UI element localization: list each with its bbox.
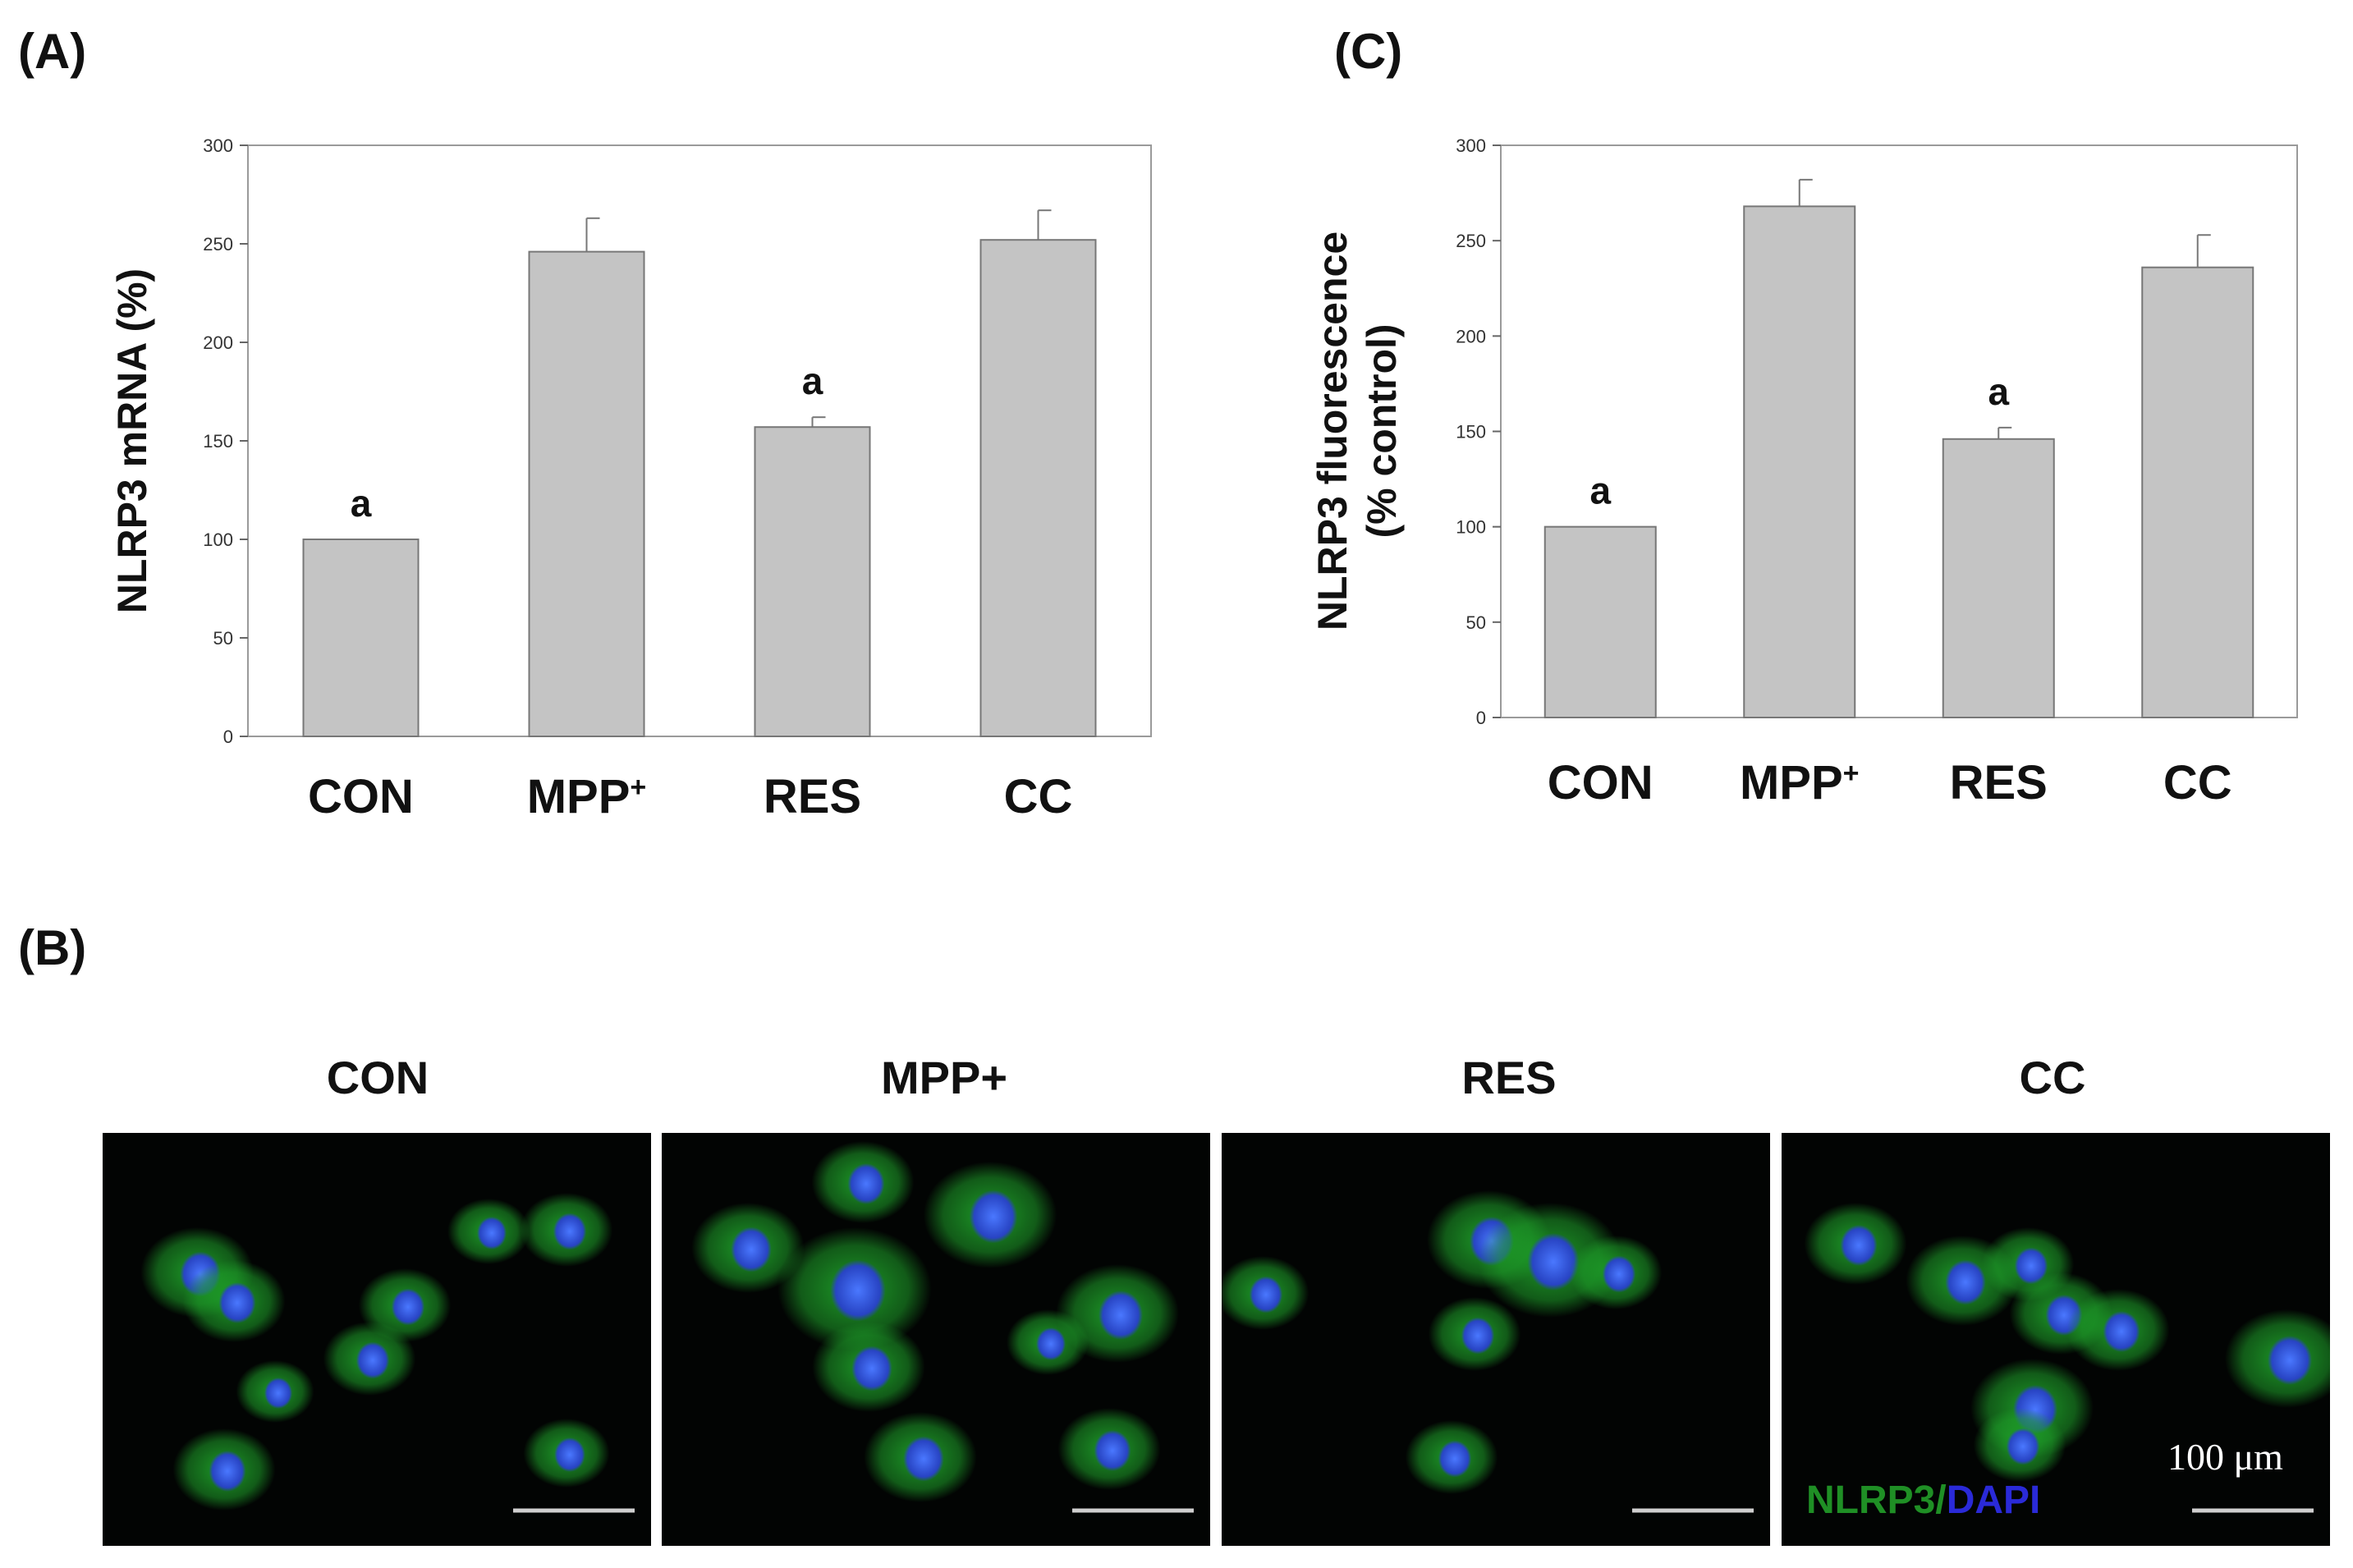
cell-nucleus-dapi [1945, 1259, 1986, 1305]
chart-c-bar [1743, 205, 1856, 718]
micrograph-con [103, 1133, 651, 1546]
chart-a-category-label: CON [308, 770, 414, 823]
panel-b-letter: (B) [18, 920, 87, 975]
chart-c-ytick-label: 200 [1456, 326, 1486, 346]
stain-legend-separator: / [1935, 1479, 1947, 1522]
chart-c-ytick-label: 0 [1476, 708, 1486, 728]
chart-a-ytick-label: 50 [213, 628, 233, 649]
cell-nucleus-dapi [969, 1190, 1018, 1244]
stain-legend-dapi: DAPI [1946, 1479, 2041, 1522]
cell-nucleus-dapi [391, 1288, 425, 1326]
chart-a-bar [754, 426, 871, 737]
cell-nucleus-dapi [264, 1378, 293, 1409]
cell-nucleus-dapi [2268, 1336, 2312, 1385]
chart-a-annotation: a [802, 360, 823, 402]
chart-c: 0 50 100 150 200 250 300 a CON MPP+ a RES CC NLRP3 fl… [1310, 135, 2298, 809]
chart-a-bar [979, 239, 1097, 737]
image-title-cc-text: CC [2019, 1052, 2086, 1103]
chart-c-ytick-label: 150 [1456, 422, 1486, 442]
image-title-res-text: RES [1461, 1052, 1557, 1103]
chart-c-category-label: MPP+ [1740, 756, 1860, 809]
scale-bar-label: 100 μm [2167, 1436, 2283, 1478]
chart-c-ylabel-line1: NLRP3 fluorescence [1310, 232, 1355, 630]
cell-nucleus-dapi [218, 1282, 256, 1323]
stain-legend-nlrp3: NLRP3 [1806, 1479, 1936, 1522]
cell-nucleus-dapi [2006, 1428, 2040, 1465]
cell-nucleus-dapi [1438, 1440, 1472, 1478]
panel-a-letter: (A) [18, 24, 87, 79]
chart-c-ytick-label: 50 [1466, 612, 1486, 633]
image-title-cc: CC [1765, 1051, 2340, 1104]
cell-nucleus-dapi [731, 1226, 772, 1272]
chart-c-bar [1543, 525, 1657, 719]
chart-a: 0 50 100 150 200 250 300 a CON MPP+ a RES CC NLRP3 mR… [109, 135, 1152, 823]
chart-c-ytick-label: 300 [1456, 135, 1486, 156]
chart-c-annotation: a [1988, 370, 2009, 413]
image-title-con: CON [90, 1051, 665, 1104]
cell-nucleus-dapi [1527, 1233, 1580, 1291]
cell-nucleus-dapi [1099, 1291, 1143, 1340]
cell-nucleus-dapi [830, 1259, 886, 1322]
image-title-con-text: CON [326, 1052, 429, 1103]
cell-nucleus-dapi [1094, 1430, 1131, 1471]
chart-c-category-label: CON [1548, 756, 1654, 809]
chart-c-category-label: CC [2163, 756, 2232, 809]
cell-nucleus-dapi [2103, 1311, 2140, 1352]
image-title-mpp-text: MPP+ [880, 1052, 1008, 1103]
chart-a-ytick-label: 0 [223, 727, 233, 747]
cell-nucleus-dapi [553, 1213, 587, 1250]
chart-c-ytick-label: 250 [1456, 231, 1486, 251]
cell-nucleus-dapi [1840, 1225, 1878, 1266]
micrograph-res [1222, 1133, 1770, 1546]
cell-nucleus-dapi [1249, 1276, 1283, 1314]
chart-c-category-label: RES [1950, 756, 2048, 809]
chart-a-ytick-label: 100 [203, 530, 233, 550]
chart-c-bar [2141, 266, 2254, 718]
chart-a-bar [302, 539, 420, 737]
cell-nucleus-dapi [1602, 1255, 1636, 1293]
chart-c-annotation: a [1589, 470, 1611, 512]
chart-a-ytick-label: 250 [203, 234, 233, 254]
chart-c-bar [1942, 438, 2055, 718]
chart-a-ytick-label: 150 [203, 431, 233, 452]
cell-nucleus-dapi [1036, 1327, 1066, 1360]
micrograph-mpp [662, 1133, 1210, 1546]
cell-nucleus-dapi [847, 1163, 885, 1204]
cell-nucleus-dapi [477, 1217, 507, 1249]
chart-a-category-label: CC [1004, 770, 1073, 823]
panel-c-letter: (C) [1334, 24, 1403, 79]
image-title-res: RES [1222, 1051, 1796, 1104]
chart-c-ylabel-line2: (% control) [1359, 323, 1405, 538]
chart-c-ytick-label: 100 [1456, 517, 1486, 538]
image-title-mpp: MPP+ [657, 1051, 1232, 1104]
cell-nucleus-dapi [1461, 1317, 1495, 1355]
cell-nucleus-dapi [851, 1346, 892, 1391]
chart-a-ytick-label: 300 [203, 135, 233, 156]
cell-nucleus-dapi [355, 1341, 390, 1379]
cell-nucleus-dapi [2014, 1247, 2048, 1285]
cell-nucleus-dapi [554, 1437, 585, 1472]
micrograph-cc [1782, 1133, 2330, 1546]
chart-a-ylabel: NLRP3 mRNA (%) [109, 268, 155, 613]
stain-legend: NLRP3/DAPI [1806, 1478, 2040, 1523]
cell-nucleus-dapi [209, 1451, 246, 1492]
chart-a-ytick-label: 200 [203, 332, 233, 353]
cell-nucleus-dapi [903, 1436, 944, 1482]
chart-a-category-label: RES [764, 770, 861, 823]
chart-a-category-label: MPP+ [527, 770, 647, 823]
chart-a-bar [528, 250, 645, 738]
chart-a-annotation: a [351, 482, 372, 525]
